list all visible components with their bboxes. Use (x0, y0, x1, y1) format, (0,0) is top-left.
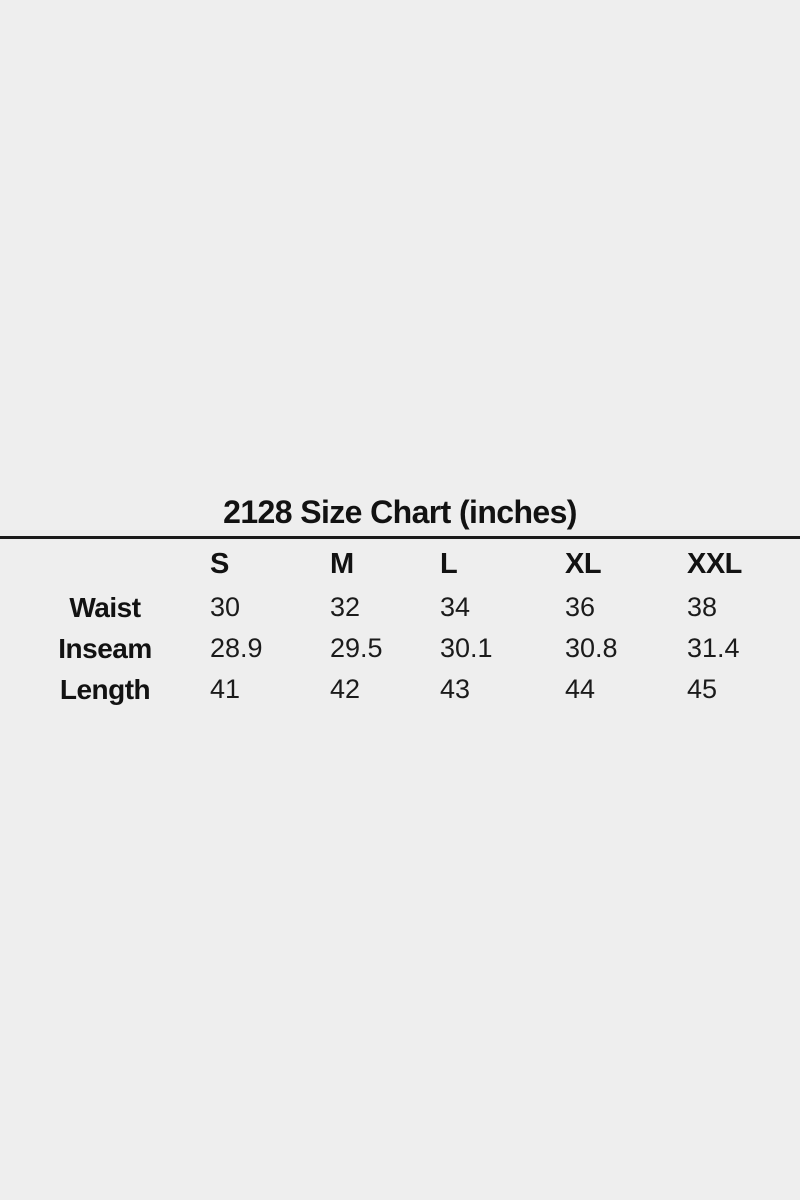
value-waist-xl: 36 (565, 592, 596, 622)
table-row-waist: Waist 30 32 34 36 38 (0, 587, 800, 628)
divider-line (0, 536, 800, 539)
value-waist-m: 32 (330, 592, 361, 622)
table-header-row: S M L XL XXL (0, 541, 800, 587)
row-label-length: Length (59, 673, 151, 705)
value-inseam-s: 28.9 (210, 633, 263, 663)
value-length-l: 43 (440, 674, 471, 704)
value-length-m: 42 (330, 674, 361, 704)
column-header-xxl: XXL (687, 547, 742, 580)
column-header-s: S (210, 547, 229, 580)
value-inseam-l: 30.1 (440, 633, 493, 663)
column-header-l: L (440, 547, 458, 580)
value-waist-s: 30 (210, 592, 241, 622)
row-label-waist: Waist (69, 591, 141, 623)
column-header-xl: XL (565, 547, 602, 580)
value-inseam-m: 29.5 (330, 633, 383, 663)
value-waist-xxl: 38 (687, 592, 718, 622)
size-chart-table: S M L XL XXL Waist 30 32 34 36 38 Inseam… (0, 541, 800, 710)
value-inseam-xl: 30.8 (565, 633, 618, 663)
table-row-inseam: Inseam 28.9 29.5 30.1 30.8 31.4 (0, 628, 800, 669)
column-header-m: M (330, 547, 354, 580)
value-length-xxl: 45 (687, 674, 718, 704)
value-waist-l: 34 (440, 592, 471, 622)
value-length-xl: 44 (565, 674, 596, 704)
value-inseam-xxl: 31.4 (687, 633, 740, 663)
table-row-length: Length 41 42 43 44 45 (0, 669, 800, 710)
row-label-inseam: Inseam (58, 632, 152, 664)
size-chart-title: 2128 Size Chart (inches) (223, 494, 577, 530)
value-length-s: 41 (210, 674, 241, 704)
